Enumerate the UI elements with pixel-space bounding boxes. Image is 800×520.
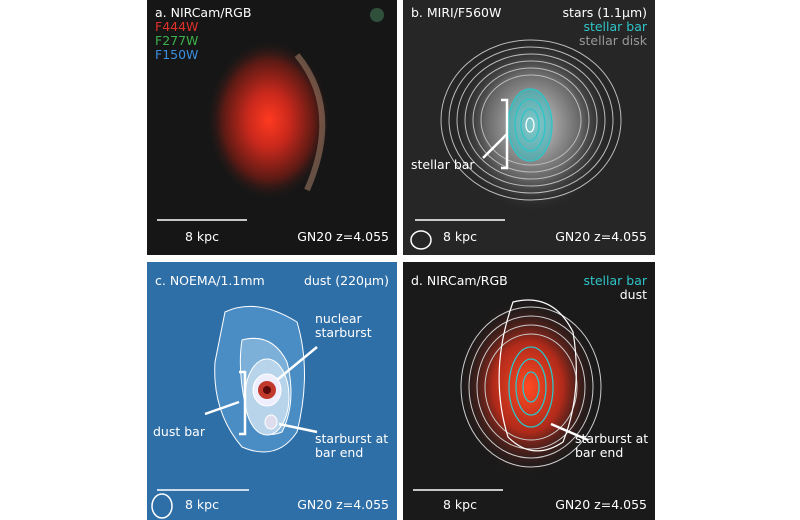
target-label: GN20 z=4.055 — [297, 497, 389, 512]
annotation: stellar bar — [411, 157, 475, 172]
target-label: GN20 z=4.055 — [555, 229, 647, 244]
image — [403, 0, 655, 255]
panel-label: b. MIRI/F560W — [411, 5, 502, 20]
image — [147, 262, 397, 520]
annotation: starburst at bar end — [315, 431, 389, 460]
panel-label: d. NIRCam/RGB — [411, 273, 508, 288]
legend-entry: stellar bar — [583, 273, 647, 288]
panel-label: a. NIRCam/RGB — [155, 5, 252, 20]
panel-a: a. NIRCam/RGB F444W F277W F150W 8 kpc GN… — [147, 0, 397, 255]
legend-entry: stars (1.1μm) — [562, 5, 647, 20]
filter-label: F277W — [155, 33, 199, 48]
legend-entry: stellar disk — [579, 33, 647, 48]
legend-entry: dust — [619, 287, 647, 302]
target-label: GN20 z=4.055 — [555, 497, 647, 512]
target-label: GN20 z=4.055 — [297, 229, 389, 244]
image — [147, 0, 397, 255]
legend-entry: dust (220μm) — [304, 273, 389, 288]
image — [403, 262, 655, 520]
scale-label: 8 kpc — [443, 497, 477, 512]
scale-label: 8 kpc — [443, 229, 477, 244]
scale-label: 8 kpc — [185, 497, 219, 512]
filter-label: F150W — [155, 47, 199, 62]
panel-d: d. NIRCam/RGB stellar bar dust starburst… — [403, 262, 655, 520]
annotation: nuclear starburst — [315, 311, 372, 340]
panel-label: c. NOEMA/1.1mm — [155, 273, 265, 288]
annotation: dust bar — [153, 424, 205, 439]
legend-entry: stellar bar — [583, 19, 647, 34]
filter-label: F444W — [155, 19, 199, 34]
panel-b: b. MIRI/F560W stars (1.1μm) stellar bar … — [403, 0, 655, 255]
panel-c: c. NOEMA/1.1mm dust (220μm) nuclear star… — [147, 262, 397, 520]
annotation: starburst at bar end — [575, 431, 649, 460]
scale-label: 8 kpc — [185, 229, 219, 244]
